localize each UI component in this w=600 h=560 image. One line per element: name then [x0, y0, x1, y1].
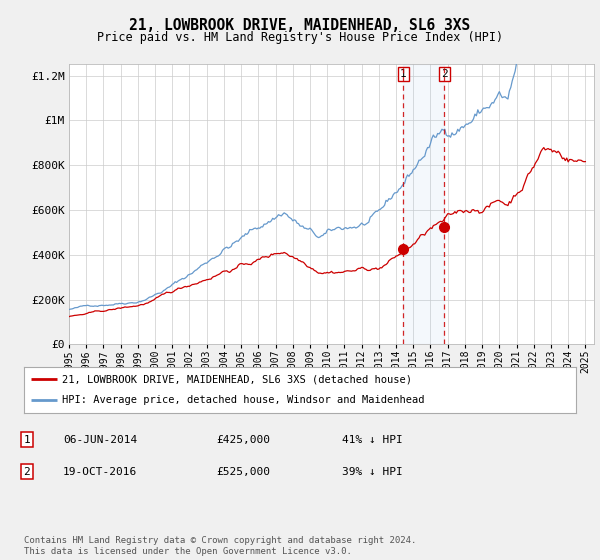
Text: £425,000: £425,000 — [216, 435, 270, 445]
Text: 2: 2 — [23, 466, 31, 477]
Text: £525,000: £525,000 — [216, 466, 270, 477]
Text: HPI: Average price, detached house, Windsor and Maidenhead: HPI: Average price, detached house, Wind… — [62, 395, 424, 405]
Text: 19-OCT-2016: 19-OCT-2016 — [63, 466, 137, 477]
Text: 39% ↓ HPI: 39% ↓ HPI — [342, 466, 403, 477]
Text: 1: 1 — [23, 435, 31, 445]
Text: 1: 1 — [400, 69, 407, 78]
Text: 21, LOWBROOK DRIVE, MAIDENHEAD, SL6 3XS: 21, LOWBROOK DRIVE, MAIDENHEAD, SL6 3XS — [130, 18, 470, 33]
Text: 21, LOWBROOK DRIVE, MAIDENHEAD, SL6 3XS (detached house): 21, LOWBROOK DRIVE, MAIDENHEAD, SL6 3XS … — [62, 374, 412, 384]
Text: 2: 2 — [441, 69, 448, 78]
Text: 41% ↓ HPI: 41% ↓ HPI — [342, 435, 403, 445]
Bar — [403, 64, 444, 344]
Text: Contains HM Land Registry data © Crown copyright and database right 2024.
This d: Contains HM Land Registry data © Crown c… — [24, 536, 416, 556]
Text: 06-JUN-2014: 06-JUN-2014 — [63, 435, 137, 445]
Text: Price paid vs. HM Land Registry's House Price Index (HPI): Price paid vs. HM Land Registry's House … — [97, 31, 503, 44]
